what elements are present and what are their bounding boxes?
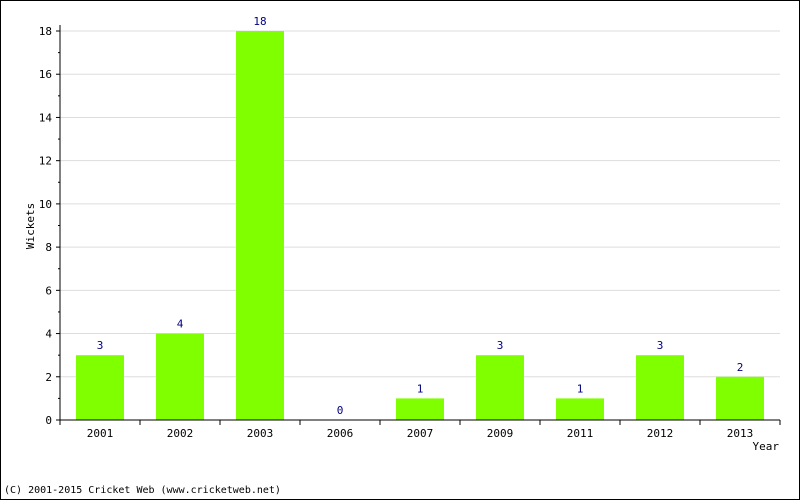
data-labels: 3 4 18 0 1 3 1 3 2 (97, 15, 744, 417)
x-tick-label: 2009 (487, 427, 514, 440)
data-label-2011: 1 (577, 382, 584, 395)
grid-lines (60, 30, 780, 378)
y-tick-label: 12 (39, 155, 52, 168)
data-label-2012: 3 (657, 339, 664, 352)
data-label-2001: 3 (97, 339, 104, 352)
bar-2011 (556, 398, 604, 420)
y-tick-labels: 0 2 4 6 8 10 12 14 16 18 (39, 25, 53, 427)
x-tick-label: 2001 (87, 427, 114, 440)
y-tick-label: 14 (39, 111, 53, 124)
data-label-2003: 18 (253, 15, 266, 28)
x-axis-label: Year (753, 440, 780, 453)
y-tick-label: 8 (45, 241, 52, 254)
x-tick-labels: 2001 2002 2003 2006 2007 2009 2011 2012 2013 (87, 427, 754, 440)
bar-2009 (476, 355, 524, 420)
bar-2003 (236, 31, 284, 420)
y-tick-label: 6 (45, 284, 52, 297)
y-tick-label: 18 (39, 25, 52, 38)
y-axis-label: Wickets (24, 203, 37, 249)
y-tick-label: 16 (39, 68, 52, 81)
x-tick-label: 2011 (567, 427, 594, 440)
bars (76, 31, 764, 420)
data-label-2006: 0 (337, 404, 344, 417)
y-tick-label: 2 (45, 371, 52, 384)
bar-2002 (156, 333, 204, 420)
x-tick-label: 2006 (327, 427, 354, 440)
x-tick-label: 2003 (247, 427, 274, 440)
x-tick-label: 2012 (647, 427, 674, 440)
bar-2013 (716, 376, 764, 420)
y-tick-label: 10 (39, 198, 52, 211)
data-label-2009: 3 (497, 339, 504, 352)
x-tick-label: 2013 (727, 427, 754, 440)
bar-2007 (396, 398, 444, 420)
y-tick-label: 4 (45, 328, 52, 341)
x-tick-label: 2002 (167, 427, 194, 440)
data-label-2002: 4 (177, 318, 184, 331)
copyright-footer: (C) 2001-2015 Cricket Web (www.cricketwe… (4, 485, 281, 496)
axes (56, 25, 781, 425)
data-label-2013: 2 (737, 361, 744, 374)
y-tick-label: 0 (45, 414, 52, 427)
data-label-2007: 1 (417, 382, 424, 395)
x-tick-label: 2007 (407, 427, 434, 440)
bar-2012 (636, 355, 684, 420)
bar-2001 (76, 355, 124, 420)
